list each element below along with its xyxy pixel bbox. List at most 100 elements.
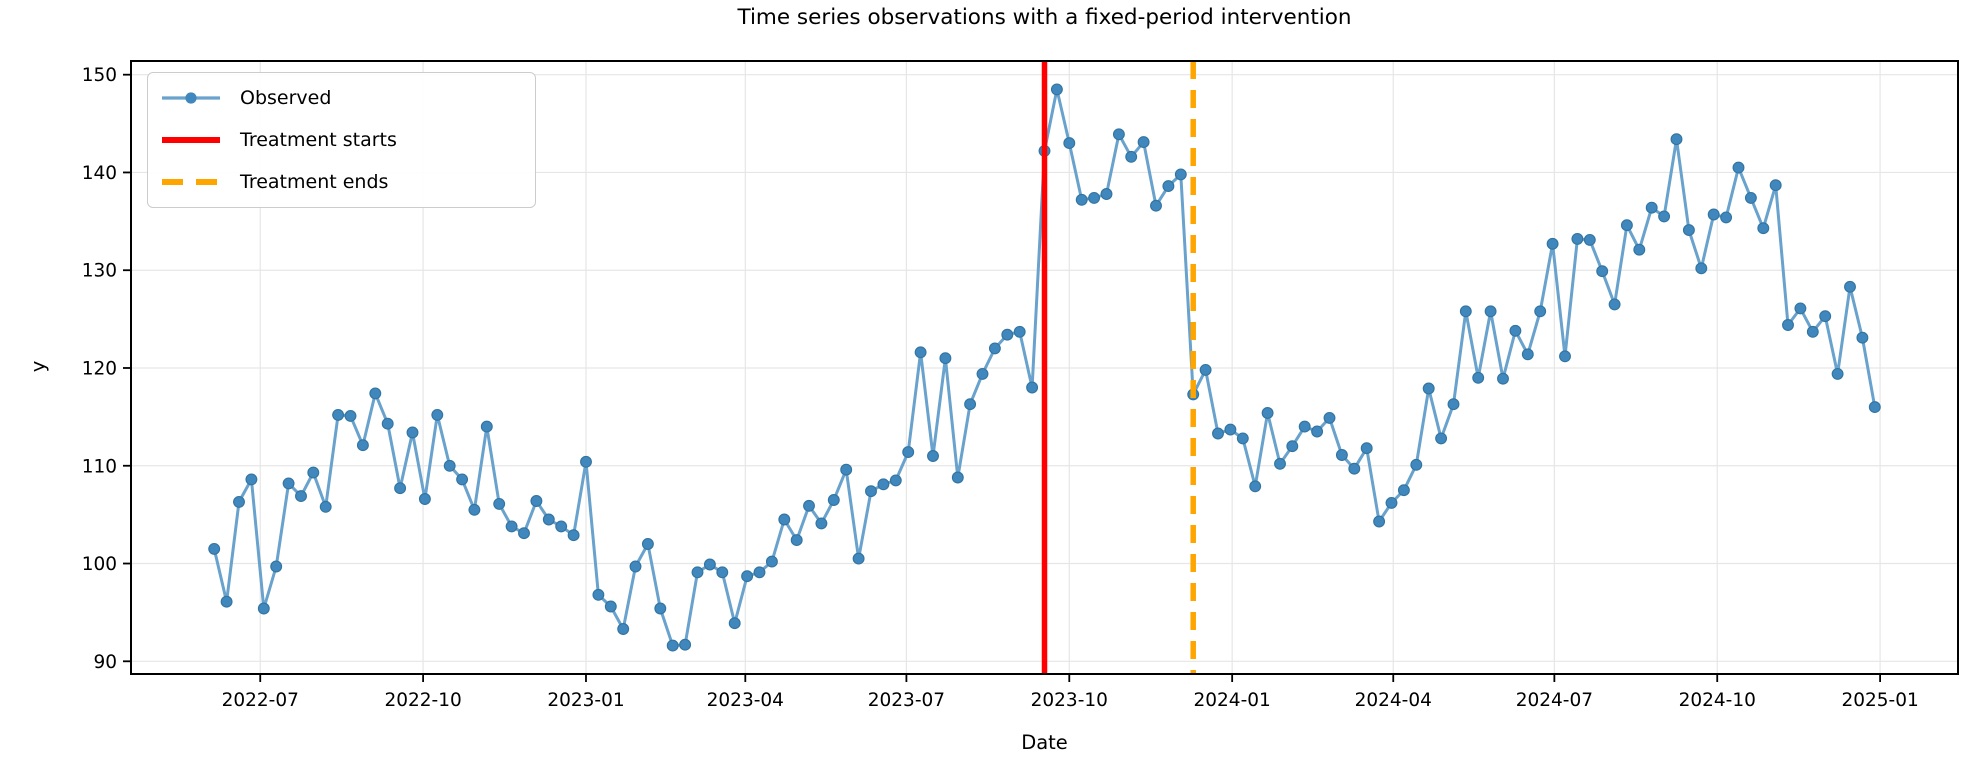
observed-marker <box>530 495 543 507</box>
legend-item-observed: Observed <box>160 79 523 117</box>
observed-marker <box>1050 83 1063 96</box>
observed-marker <box>654 602 667 615</box>
observed-marker <box>369 387 382 400</box>
y-axis-label: y <box>26 360 50 373</box>
tick-marks <box>123 73 1882 682</box>
observed-marker <box>381 417 394 430</box>
observed-marker <box>691 566 704 579</box>
observed-marker <box>1732 161 1745 174</box>
observed-marker <box>1100 188 1113 200</box>
observed-marker <box>1782 319 1794 331</box>
observed-marker <box>1435 432 1448 445</box>
observed-marker <box>679 638 692 651</box>
observed-marker <box>1150 199 1162 212</box>
observed-marker <box>233 495 245 508</box>
observed-marker <box>840 463 853 476</box>
observed-marker <box>1819 310 1832 323</box>
observed-marker <box>852 552 865 565</box>
observed-marker <box>1385 496 1398 509</box>
observed-marker <box>1335 449 1348 461</box>
observed-marker <box>1521 348 1534 361</box>
observed-marker <box>1658 210 1671 223</box>
observed-marker <box>555 520 568 533</box>
y-tick-label: 130 <box>82 261 117 282</box>
observed-marker <box>914 346 927 359</box>
observed-marker <box>1224 423 1237 436</box>
observed-marker <box>1534 305 1547 318</box>
observed-marker <box>319 500 332 513</box>
observed-marker <box>208 542 221 555</box>
observed-marker <box>1199 363 1212 376</box>
observed-marker <box>951 471 964 484</box>
observed-marker <box>1682 224 1695 237</box>
legend-label-observed: Observed <box>240 87 332 109</box>
observed-marker <box>988 342 1001 355</box>
x-tick-label: 2023-07 <box>868 690 945 711</box>
observed-marker <box>1422 382 1435 395</box>
x-tick-label: 2023-04 <box>707 690 784 711</box>
observed-marker <box>493 497 506 510</box>
observed-marker <box>356 439 369 452</box>
observed-marker <box>1497 372 1509 385</box>
observed-marker <box>1311 425 1324 438</box>
observed-marker <box>1844 280 1856 293</box>
observed-marker <box>1459 305 1472 318</box>
observed-marker <box>332 408 345 421</box>
x-tick-label: 2024-07 <box>1516 690 1593 711</box>
observed-marker <box>1509 324 1522 337</box>
observed-marker <box>939 352 952 365</box>
observed-marker <box>1633 243 1646 256</box>
observed-marker <box>728 617 741 630</box>
x-tick-label: 2022-07 <box>222 690 299 711</box>
observed-marker <box>1397 484 1410 497</box>
observed-marker <box>1373 515 1386 528</box>
y-tick-label: 120 <box>82 358 117 379</box>
treatment-ends-line-swatch-icon <box>162 179 220 185</box>
observed-marker <box>406 426 419 439</box>
observed-marker <box>245 473 258 486</box>
x-tick-label: 2023-01 <box>547 690 624 711</box>
legend: Observed Treatment starts Treatment ends <box>147 72 536 208</box>
observed-marker <box>1348 462 1361 475</box>
x-tick-label: 2023-10 <box>1031 690 1108 711</box>
observed-marker <box>1323 411 1336 424</box>
x-tick-label: 2025-01 <box>1841 690 1918 711</box>
observed-marker <box>765 555 778 568</box>
observed-marker <box>220 595 233 608</box>
y-tick-label: 140 <box>82 163 117 184</box>
observed-marker <box>567 529 580 542</box>
observed-marker <box>295 490 307 503</box>
observed-marker <box>518 527 530 540</box>
observed-marker <box>964 398 977 411</box>
legend-label-treatment-ends: Treatment ends <box>240 171 389 193</box>
observed-marker <box>1794 302 1807 315</box>
observed-marker <box>1137 136 1150 149</box>
observed-marker <box>865 485 877 498</box>
x-tick-label: 2022-10 <box>384 690 461 711</box>
observed-marker <box>1695 262 1708 275</box>
observed-marker <box>468 503 481 516</box>
observed-line-swatch-icon <box>162 92 220 104</box>
observed-marker <box>1286 440 1299 453</box>
observed-marker <box>753 566 766 579</box>
observed-marker <box>1001 328 1014 341</box>
x-tick-label: 2024-10 <box>1679 690 1756 711</box>
observed-marker <box>617 623 630 635</box>
observed-marker <box>580 455 592 468</box>
observed-marker <box>1249 480 1262 493</box>
y-tick-label: 100 <box>82 554 117 575</box>
observed-marker <box>889 474 902 487</box>
observed-marker <box>629 560 642 573</box>
observed-marker <box>431 408 444 421</box>
observed-marker <box>456 473 469 486</box>
observed-marker <box>1856 331 1869 344</box>
observed-marker <box>394 482 407 495</box>
chart-title: Time series observations with a fixed-pe… <box>737 5 1352 30</box>
observed-marker <box>716 566 729 579</box>
observed-marker <box>270 560 283 573</box>
observed-marker <box>1645 201 1658 214</box>
observed-marker <box>666 639 679 652</box>
observed-marker <box>480 420 493 433</box>
observed-marker <box>778 513 791 526</box>
